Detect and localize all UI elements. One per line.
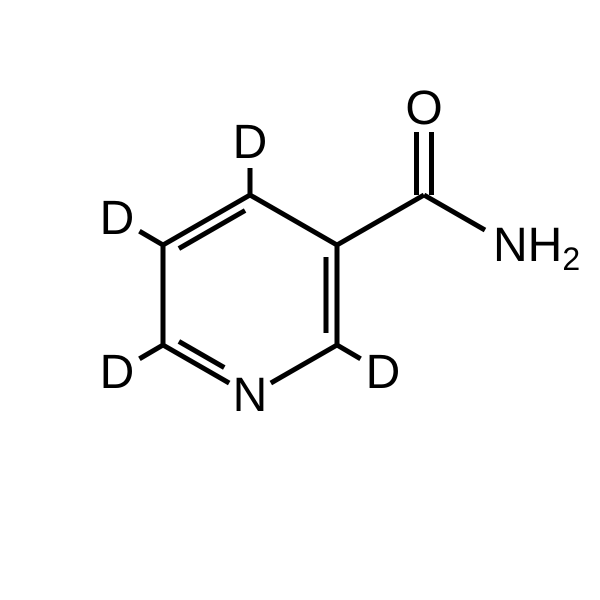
atom-label-o: O	[405, 82, 442, 135]
atom-label-n_amide: NH2	[493, 219, 580, 278]
molecule-diagram: N O NH2 D D D D	[0, 0, 600, 600]
atom-label-d2: D	[100, 192, 135, 245]
atom-label-d3: D	[100, 346, 135, 399]
atom-label-d1: D	[233, 116, 268, 169]
atom-label-d5: D	[366, 346, 401, 399]
atom-label-n_ring: N	[233, 369, 268, 422]
